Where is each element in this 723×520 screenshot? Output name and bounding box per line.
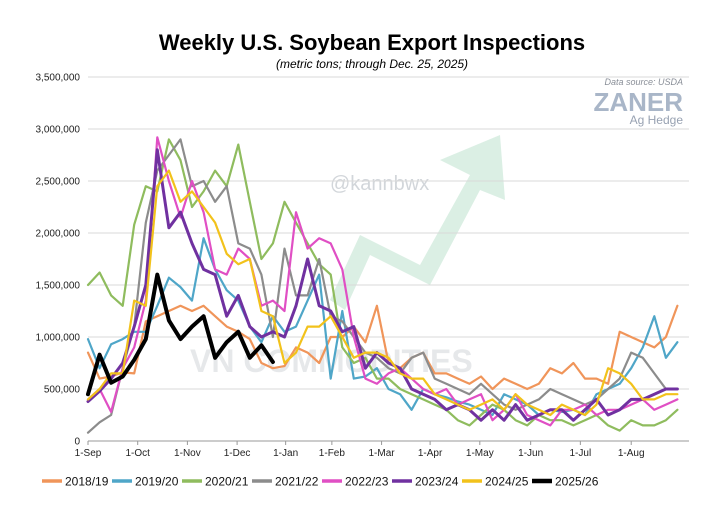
x-axis-ticks: 1-Sep 1-Oct 1-Nov 1-Dec 1-Jan 1-Feb 1-Mar 1-Apr… (75, 441, 645, 459)
legend-label: 2019/20 (135, 475, 179, 489)
legend-label: 2018/19 (65, 475, 109, 489)
series-line-2021-22 (86, 138, 679, 434)
series-line-2018-19 (86, 304, 679, 391)
legend-label: 2024/25 (485, 475, 529, 489)
legend-label: 2021/22 (275, 475, 319, 489)
y-tick-label: 500,000 (44, 385, 81, 396)
y-tick-label: 2,000,000 (36, 229, 81, 240)
brand-logo-subtitle: Ag Hedge (630, 113, 684, 127)
x-tick-label: 1-Mar (369, 448, 396, 459)
x-tick-label: 1-Dec (224, 448, 251, 459)
y-tick-label: 0 (74, 437, 80, 448)
watermark-layer: @kannbwx VN COMMODITIES (190, 135, 505, 379)
legend: 2018/19 2019/20 2020/21 2021/22 2022/23 2023/… (42, 475, 599, 489)
x-tick-label: 1-May (466, 448, 494, 459)
x-tick-label: 1-Sep (75, 448, 102, 459)
y-axis-ticks: 0 500,000 1,000,000 1,500,000 2,000,000 2,500… (36, 73, 81, 448)
x-tick-label: 1-Jul (570, 448, 592, 459)
data-source: Data source: USDA (604, 77, 683, 87)
series-line-2022-23 (86, 136, 679, 427)
legend-label: 2020/21 (205, 475, 249, 489)
series-line-2024-25 (86, 169, 679, 417)
legend-label: 2025/26 (555, 475, 599, 489)
series-lines (86, 136, 679, 434)
x-tick-label: 1-Feb (319, 448, 346, 459)
y-tick-label: 3,000,000 (36, 125, 81, 136)
series-line-2023-24 (86, 148, 679, 422)
x-tick-label: 1-Jan (273, 448, 298, 459)
y-tick-label: 1,500,000 (36, 281, 81, 292)
series-line-2025-26 (86, 272, 275, 397)
legend-label: 2023/24 (415, 475, 459, 489)
y-tick-label: 3,500,000 (36, 73, 81, 84)
chart-subtitle: (metric tons; through Dec. 25, 2025) (276, 57, 468, 71)
x-tick-label: 1-Apr (418, 448, 443, 459)
x-tick-label: 1-Aug (618, 448, 645, 459)
y-tick-label: 2,500,000 (36, 177, 81, 188)
watermark-handle: @kannbwx (330, 173, 429, 195)
x-tick-label: 1-Jun (518, 448, 543, 459)
legend-label: 2022/23 (345, 475, 389, 489)
x-tick-label: 1-Oct (125, 448, 150, 459)
y-tick-label: 1,000,000 (36, 333, 81, 344)
watermark-arrow-icon (330, 135, 505, 310)
chart-title: Weekly U.S. Soybean Export Inspections (159, 30, 585, 55)
brand-logo: ZANER (593, 87, 683, 117)
x-tick-label: 1-Nov (174, 448, 201, 459)
